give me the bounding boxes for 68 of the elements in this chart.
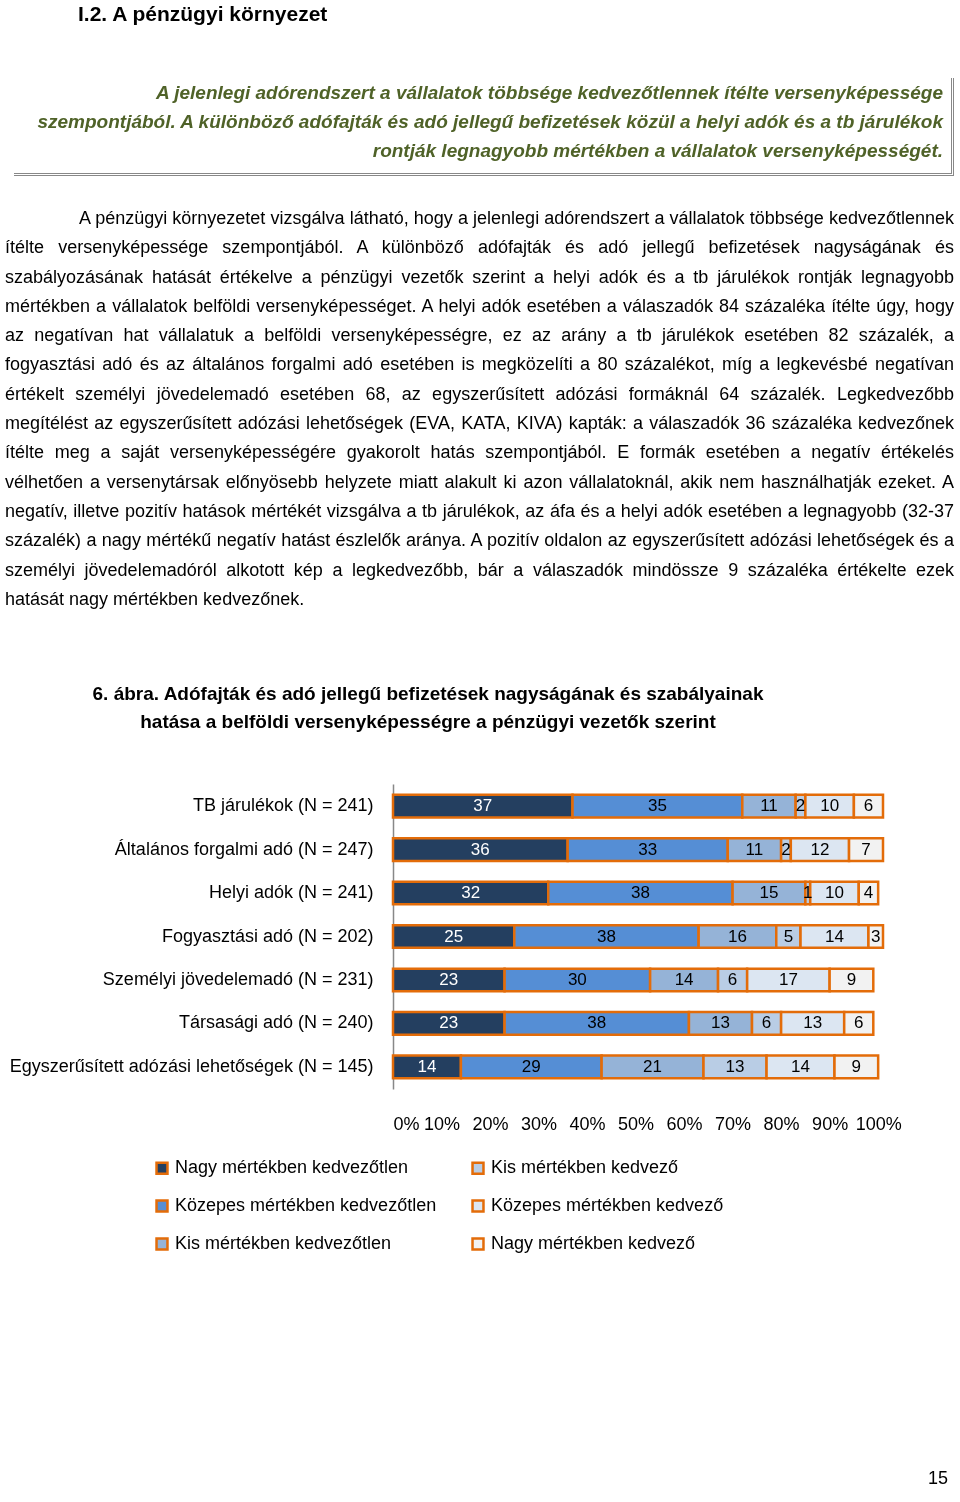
x-tick-label: 90% [812,1113,849,1134]
text: I.2. A pénzügyi környezet [78,1,329,26]
data-label: 38 [630,883,650,903]
text: A jelenlegi adórendszert a vállalatok többsége kedvezőtlennek ítélte versenyképessége szempontjából. A különböző adófajták és adó jellegű befizetések közül a helyi adók és a tb járulékok rontják legnagyobb mértékben a vállalatok versenyképességét. [14,78,954,176]
x-tick-label: 70% [715,1113,752,1134]
data-label: 14 [417,1057,437,1076]
data-label: 14 [674,970,694,990]
legend-label: Kis mértékben kedvezőtlen [175,1233,392,1254]
x-tick-label: 60% [666,1113,703,1134]
x-tick-label: 50% [618,1113,655,1134]
y-tick-label: TB járulékok (N = 241) [192,795,374,816]
data-label: 9 [846,970,857,990]
data-label: 25 [444,926,464,946]
data-label: 23 [439,1013,459,1033]
x-tick-label: 20% [472,1113,509,1134]
legend-label: Közepes mértékben kedvezőtlen [175,1195,437,1216]
y-tick-label: Helyi adók (N = 241) [208,882,374,903]
legend-label: Közepes mértékben kedvező [491,1195,724,1216]
data-label: 6 [863,796,874,816]
data-label: 5 [783,926,794,946]
data-label: 32 [461,883,481,903]
chart-title: 6. ábra. Adófajták és adó jellegű befizetések nagyságának és szabályainak hatása a belföldi versenyképességre a pénzügyi vezetők szerint [92,683,764,733]
data-label: 37 [473,796,493,816]
data-label: 9 [851,1057,862,1076]
data-label: 4 [863,883,874,903]
data-label: 23 [439,970,459,990]
data-label: 38 [587,1013,607,1033]
data-label: 14 [825,926,844,946]
data-label: 15 [759,883,779,903]
legend-label: Kis mértékben kedvező [491,1157,679,1178]
data-label: 3 [870,926,881,946]
data-label: 35 [647,796,667,816]
data-label: 14 [791,1057,810,1076]
data-label: 6 [727,970,738,990]
data-label: 6 [854,1013,864,1033]
legend-label: Nagy mértékben kedvezőtlen [175,1157,409,1178]
x-tick-label: 40% [569,1113,606,1134]
data-label: 38 [597,926,616,946]
data-label: 11 [745,839,764,859]
data-label: 13 [725,1057,745,1076]
data-label: 33 [638,839,658,859]
data-label: 30 [567,970,587,990]
y-tick-label: Egyszerűsített adózási lehetőségek (N = 145) [9,1056,374,1076]
x-tick-label: 30% [521,1113,558,1134]
data-label: 10 [820,796,840,816]
data-label: 16 [727,926,747,946]
data-label: 36 [470,839,490,859]
x-tick-label: 80% [763,1113,800,1134]
x-tick-label: 10% [424,1113,461,1134]
text: 15 [928,1468,949,1489]
legend-label: Nagy mértékben kedvező [491,1233,696,1254]
data-label: 21 [643,1057,663,1076]
text: A pénzügyi környezetet vizsgálva látható, hogy a jelenlegi adórendszert a vállalatok többsége kedvezőtlennek ítélte versenyképessége szempontjából. A különböző adófajták és adó jellegű befizetések nagyságának és szabályozásának hatását értékelve a pénzügyi vezetők szerint a helyi adók és a tb járulékok rontják legnagyobb mértékben a vállalatok belföldi versenyképességet. A helyi adók esetében a válaszadók 84 százaléka ítélte úgy, hogy az negatívan hat vállalatuk a belföldi versenyképességre, ez az arány a tb járulékok esetében 82 százalék, a fogyasztási adó és az általános forgalmi adó esetében is megközelíti a 80 százalékot, míg a legkevésbé negatívan értékelt személyi jövedelemadó esetében 68, az egyszerűsített adózási formáknál 64 százalék. Legkedvezőbb megítélést az egyszerűsített adózási lehetőségek (EVA, KATA, KIVA) kapták: a válaszadók 36 százaléka kedvezőnek ítélte meg a saját versenyképességére gyakorolt hatás szempontjából. E formák esetében a negatív értékelés vélhetően a versenytársak előnyösebb helyzete miatt alakult ki azon vállalatoknál, akik nem használhatják ezeket. A negatív, illetve pozitív hatások mértékét vizsgálva a tb járulékok, az áfa és a helyi adók esetében a legnagyobb (32-37 százalék) a nagy mértékű negatív hatást észlelők aránya. A pozitív oldalon az egyszerűsített adózási lehetőségek és a személyi jövedelemadóról alkotott kép a legkedvezőbb, bár a válaszadók mindössze 9 százaléka értékelte ezek hatását nagy mértékben kedvezőnek. [5,208,954,609]
y-tick-label: Személyi jövedelemadó (N = 231) [102,969,374,990]
data-label: 13 [711,1013,730,1033]
x-tick-label: 100% [855,1113,902,1134]
y-tick-label: Fogyasztási adó (N = 202) [161,925,374,946]
data-label: 11 [760,796,778,816]
data-label: 7 [861,839,871,859]
data-label: 12 [810,839,830,859]
y-tick-label: Általános forgalmi adó (N = 247) [114,838,374,859]
y-tick-label: Társasági adó (N = 240) [178,1012,374,1033]
x-tick-label: 0% [393,1113,420,1134]
data-label: 6 [761,1013,772,1033]
data-label: 29 [521,1057,541,1076]
data-label: 17 [778,970,798,990]
data-label: 13 [803,1013,823,1033]
data-label: 10 [825,883,844,903]
